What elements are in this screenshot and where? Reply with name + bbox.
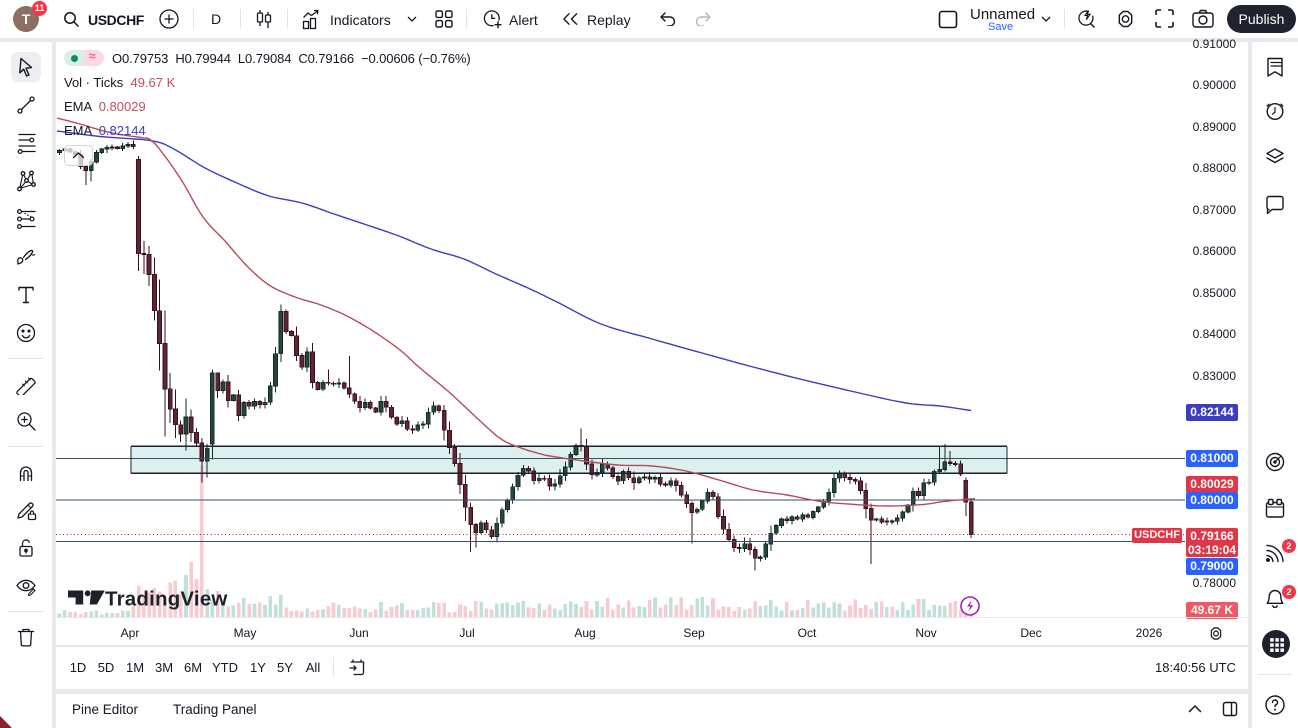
svg-text:TradingView: TradingView (105, 588, 228, 611)
